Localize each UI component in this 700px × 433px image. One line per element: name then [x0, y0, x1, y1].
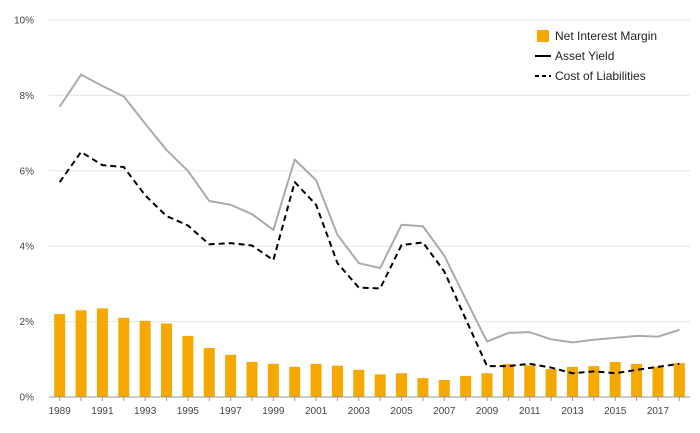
gridlines	[49, 19, 690, 323]
bar-net-interest-margin	[460, 375, 472, 397]
x-tick-label: 2013	[561, 406, 584, 417]
bar-net-interest-margin	[631, 363, 643, 397]
bar-net-interest-margin	[396, 373, 408, 397]
bar-net-interest-margin	[54, 314, 66, 397]
legend-label: Asset Yield	[555, 49, 614, 63]
y-tick-label: 6%	[20, 166, 35, 177]
legend: Net Interest Margin Asset Yield Cost of Li…	[535, 29, 657, 83]
bar-net-interest-margin	[118, 317, 130, 397]
x-tick-label: 1997	[219, 406, 242, 417]
x-tick-label: 1991	[91, 406, 114, 417]
x-tick-label: 2017	[647, 406, 670, 417]
legend-label: Cost of Liabilities	[555, 69, 646, 83]
x-tick-label: 1989	[49, 406, 72, 417]
y-tick-label: 2%	[20, 317, 35, 328]
line-cost-of-liabilities	[58, 150, 680, 375]
y-tick-label: 0%	[20, 393, 35, 404]
bar-net-interest-margin	[96, 308, 108, 397]
y-tick-label: 8%	[20, 91, 35, 102]
bar-net-interest-margin	[609, 361, 621, 397]
bar-net-interest-margin	[652, 366, 664, 397]
bar-net-interest-margin	[139, 320, 151, 397]
bar-net-interest-margin	[203, 347, 215, 397]
bar-net-interest-margin	[75, 310, 87, 397]
x-tick-label: 1993	[134, 406, 157, 417]
bar-net-interest-margin	[225, 354, 237, 397]
bar-net-interest-margin	[588, 366, 600, 397]
bar-net-interest-margin	[524, 365, 536, 397]
x-tick-label: 2003	[348, 406, 371, 417]
legend-swatch-net-interest-margin	[537, 30, 549, 42]
x-tick-label: 2007	[433, 406, 456, 417]
bar-net-interest-margin	[353, 369, 365, 397]
x-tick-label: 1999	[262, 406, 285, 417]
x-tick-label: 2015	[604, 406, 627, 417]
bar-net-interest-margin	[502, 363, 514, 397]
y-tick-label: 10%	[14, 16, 34, 27]
bar-net-interest-margin	[545, 369, 557, 397]
bar-net-interest-margin	[182, 335, 194, 397]
x-tick-label: 2005	[390, 406, 413, 417]
bar-net-interest-margin	[566, 366, 578, 397]
bar-net-interest-margin	[438, 380, 450, 397]
x-tick-label: 2009	[476, 406, 499, 417]
bar-net-interest-margin	[246, 361, 258, 397]
bar-net-interest-margin	[481, 373, 493, 397]
legend-label: Net Interest Margin	[555, 29, 657, 43]
bar-series-net-interest-margin	[54, 308, 685, 397]
bar-net-interest-margin	[374, 374, 386, 397]
line-series-group	[58, 73, 680, 375]
bar-net-interest-margin	[289, 366, 301, 397]
y-tick-label: 4%	[20, 242, 35, 253]
bar-net-interest-margin	[417, 378, 429, 397]
bar-net-interest-margin	[267, 363, 279, 397]
line-asset-yield	[58, 73, 680, 344]
x-tick-label: 2011	[519, 406, 541, 417]
x-tick-label: 2001	[305, 406, 328, 417]
bar-net-interest-margin	[161, 323, 173, 397]
x-tick-label: 1995	[177, 406, 200, 417]
bar-net-interest-margin	[331, 365, 343, 397]
axes: 0% 2% 4% 6% 8% 10% 1989 1991 1993 1995 1997 1999 200…	[14, 16, 690, 417]
bar-net-interest-margin	[310, 363, 322, 397]
bar-net-interest-margin	[673, 363, 685, 397]
